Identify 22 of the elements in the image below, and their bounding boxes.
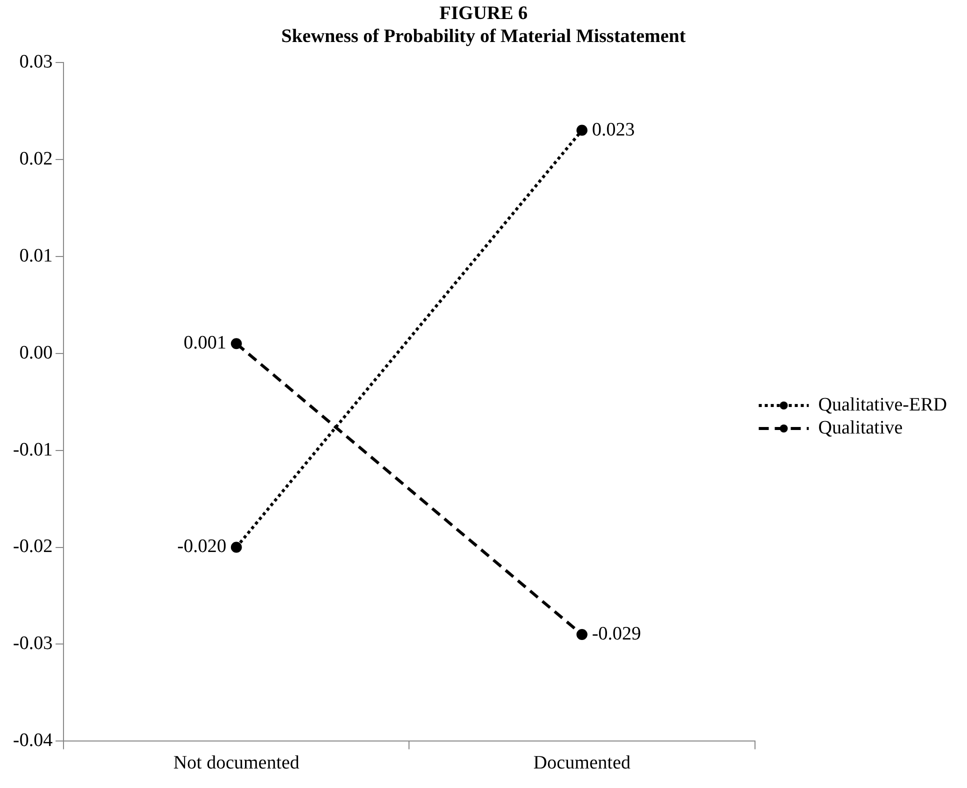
y-tick-label: 0.00 bbox=[19, 342, 53, 364]
data-label: -0.020 bbox=[177, 536, 226, 558]
legend-label: Qualitative bbox=[818, 417, 903, 438]
legend-label: Qualitative-ERD bbox=[818, 394, 948, 416]
data-label: -0.029 bbox=[592, 624, 642, 645]
data-label: 0.001 bbox=[184, 332, 226, 354]
point bbox=[230, 542, 242, 553]
x-tick-label: Documented bbox=[533, 752, 631, 774]
chart-subtitle: Skewness of Probability of Material Misstatement bbox=[280, 25, 687, 48]
y-tick-label: -0.01 bbox=[13, 439, 53, 460]
y-tick-label: -0.02 bbox=[13, 536, 53, 558]
data-label: 0.023 bbox=[592, 119, 635, 140]
y-tick-label: -0.04 bbox=[13, 730, 54, 752]
point bbox=[576, 124, 588, 136]
point bbox=[230, 338, 242, 350]
point bbox=[576, 629, 588, 640]
x-tick-label: Not documented bbox=[173, 752, 300, 774]
y-tick-label: 0.03 bbox=[19, 51, 53, 72]
y-tick-label: 0.01 bbox=[19, 245, 53, 266]
y-tick-label: -0.03 bbox=[13, 633, 53, 654]
y-tick-label: 0.02 bbox=[19, 148, 53, 170]
chart-title: FIGURE 6 bbox=[438, 2, 529, 25]
